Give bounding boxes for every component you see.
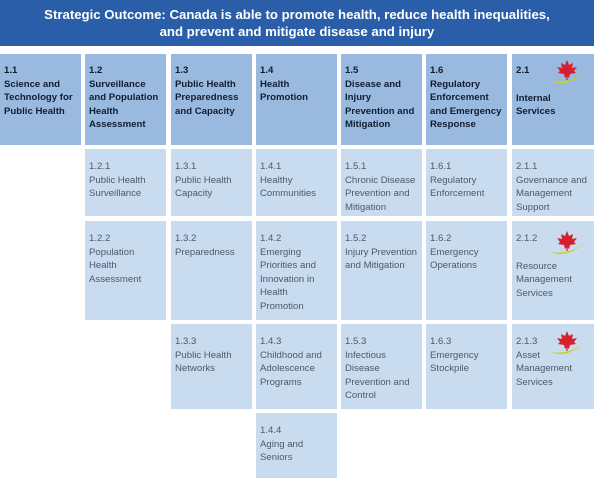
sub-program-1-5-2: 1.5.2 Injury Prevention and Mitigation <box>341 221 422 320</box>
program-label: Regulatory Enforcement and Emergency Res… <box>430 78 502 131</box>
program-label: Surveillance and Population Health Asses… <box>89 78 159 131</box>
sub-program-1-5-1: 1.5.1 Chronic Disease Prevention and Mit… <box>341 149 422 216</box>
sub-program-label: Resource Management Services <box>516 260 572 299</box>
sub-program-number: 2.1.1 <box>516 161 538 172</box>
sub-program-number: 1.4.2 <box>260 233 282 244</box>
program-number: 1.3 <box>175 65 189 76</box>
program-2-1-header: 2.1 Internal Services <box>512 54 594 145</box>
sub-program-label: Aging and Seniors <box>260 438 304 464</box>
program-1-3-header: 1.3 Public Health Preparedness and Capac… <box>171 54 252 145</box>
sub-program-number: 1.4.1 <box>260 161 282 172</box>
program-number: 1.4 <box>260 65 274 76</box>
sub-program-1-5-3: 1.5.3 Infectious Disease Prevention and … <box>341 324 422 409</box>
sub-program-2-1-2: 2.1.2 Resource Management Services <box>512 221 594 320</box>
program-1-4-header: 1.4 Health Promotion <box>256 54 337 145</box>
sub-program-label: Governance and Management Support <box>516 174 587 213</box>
program-1-6-header: 1.6 Regulatory Enforcement and Emergency… <box>426 54 507 145</box>
program-number: 1.6 <box>430 65 444 76</box>
sub-program-number: 1.6.3 <box>430 336 452 347</box>
sub-program-number: 1.2.2 <box>89 233 111 244</box>
sub-program-label: Emergency Operations <box>430 246 479 272</box>
program-1-5-header: 1.5 Disease and Injury Prevention and Mi… <box>341 54 422 145</box>
sub-program-number: 1.4.4 <box>260 425 282 436</box>
sub-program-label: Preparedness <box>175 246 235 258</box>
program-label: Health Promotion <box>260 78 308 104</box>
sub-program-2-1-3: 2.1.3 Asset Management Services <box>512 324 594 409</box>
sub-program-1-4-1: 1.4.1 Healthy Communities <box>256 149 337 216</box>
sub-program-label: Chronic Disease Prevention and Mitigatio… <box>345 174 416 213</box>
program-number: 2.1 <box>516 65 530 76</box>
program-label: Public Health Preparedness and Capacity <box>175 78 239 117</box>
program-label: Internal Services <box>516 92 556 118</box>
sub-program-1-6-2: 1.6.2 Emergency Operations <box>426 221 507 320</box>
sub-program-1-4-4: 1.4.4 Aging and Seniors <box>256 413 337 478</box>
program-number: 1.5 <box>345 65 359 76</box>
program-number: 1.2 <box>89 65 103 76</box>
sub-program-label: Emergency Stockpile <box>430 349 479 375</box>
strategic-outcome-banner: Strategic Outcome: Canada is able to pro… <box>0 0 594 46</box>
sub-program-label: Infectious Disease Prevention and Contro… <box>345 349 410 402</box>
sub-program-1-6-1: 1.6.1 Regulatory Enforcement <box>426 149 507 216</box>
sub-program-label: Regulatory Enforcement <box>430 174 485 200</box>
sub-program-number: 1.4.3 <box>260 336 282 347</box>
sub-program-number: 2.1.3 <box>516 336 538 347</box>
banner-title-line-1: Strategic Outcome: Canada is able to pro… <box>44 7 550 22</box>
program-1-1-header: 1.1 Science and Technology for Public He… <box>0 54 81 145</box>
sub-program-number: 1.6.2 <box>430 233 452 244</box>
sub-program-number: 1.6.1 <box>430 161 452 172</box>
sub-program-number: 1.3.2 <box>175 233 197 244</box>
sub-program-label: Public Health Networks <box>175 349 232 375</box>
sub-program-1-2-1: 1.2.1 Public Health Surveillance <box>85 149 166 216</box>
sub-program-label: Emerging Priorities and Innovation in He… <box>260 246 316 312</box>
sub-program-1-4-3: 1.4.3 Childhood and Adolescence Programs <box>256 324 337 409</box>
maple-leaf-logo-icon <box>550 231 584 255</box>
sub-program-1-2-2: 1.2.2 Population Health Assessment <box>85 221 166 320</box>
sub-program-1-6-3: 1.6.3 Emergency Stockpile <box>426 324 507 409</box>
sub-program-1-4-2: 1.4.2 Emerging Priorities and Innovation… <box>256 221 337 320</box>
sub-program-number: 1.5.3 <box>345 336 367 347</box>
sub-program-label: Public Health Capacity <box>175 174 232 200</box>
sub-program-number: 1.5.1 <box>345 161 367 172</box>
sub-program-1-3-3: 1.3.3 Public Health Networks <box>171 324 252 409</box>
sub-program-1-3-2: 1.3.2 Preparedness <box>171 221 252 320</box>
program-label: Disease and Injury Prevention and Mitiga… <box>345 78 415 131</box>
sub-program-label: Healthy Communities <box>260 174 316 200</box>
sub-program-label: Asset Management Services <box>516 349 572 388</box>
program-1-2-header: 1.2 Surveillance and Population Health A… <box>85 54 166 145</box>
banner-title-line-2: and prevent and mitigate disease and inj… <box>159 24 435 39</box>
sub-program-number: 1.2.1 <box>89 161 111 172</box>
sub-program-label: Population Health Assessment <box>89 246 142 285</box>
sub-program-number: 1.3.3 <box>175 336 197 347</box>
sub-program-number: 1.3.1 <box>175 161 197 172</box>
sub-program-label: Childhood and Adolescence Programs <box>260 349 322 388</box>
sub-program-number: 2.1.2 <box>516 233 538 244</box>
sub-program-number: 1.5.2 <box>345 233 367 244</box>
maple-leaf-logo-icon <box>550 60 584 84</box>
sub-program-1-3-1: 1.3.1 Public Health Capacity <box>171 149 252 216</box>
sub-program-label: Injury Prevention and Mitigation <box>345 246 417 272</box>
sub-program-label: Public Health Surveillance <box>89 174 146 200</box>
program-number: 1.1 <box>4 65 18 76</box>
maple-leaf-logo-icon <box>550 331 584 355</box>
sub-program-2-1-1: 2.1.1 Governance and Management Support <box>512 149 594 216</box>
program-label: Science and Technology for Public Health <box>4 78 73 117</box>
